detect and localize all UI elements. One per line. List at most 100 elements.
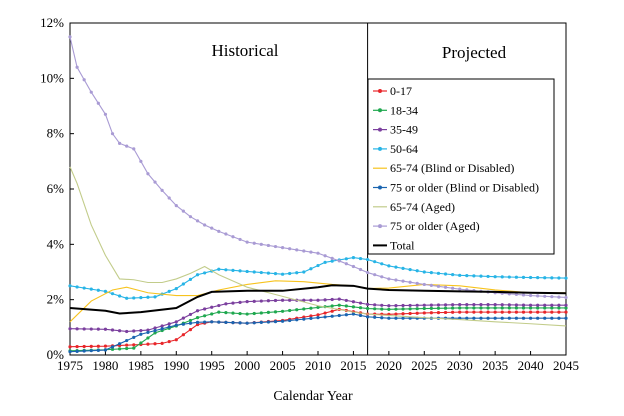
data-point <box>302 307 306 311</box>
data-point <box>337 297 341 301</box>
legend-marker <box>378 146 382 151</box>
data-point <box>344 313 348 317</box>
series-65-74-aged <box>69 166 567 327</box>
data-point <box>195 320 200 324</box>
data-point <box>429 283 433 287</box>
data-point <box>493 310 497 314</box>
data-point <box>550 303 554 307</box>
data-point <box>366 315 370 319</box>
data-point <box>387 304 391 308</box>
data-point <box>543 303 547 307</box>
data-point <box>536 310 540 314</box>
data-point <box>188 318 193 323</box>
data-point <box>401 303 405 308</box>
legend-item-50-64: 50-64 <box>373 142 418 156</box>
data-point <box>96 288 100 292</box>
data-point <box>75 327 79 331</box>
data-point <box>103 289 108 293</box>
data-point <box>507 306 511 310</box>
data-point <box>337 313 341 318</box>
data-point <box>451 273 455 277</box>
legend-label: 75 or older (Aged) <box>390 219 480 233</box>
data-point <box>302 270 306 274</box>
data-point <box>146 295 150 299</box>
series-35-49 <box>68 297 568 334</box>
data-point <box>408 303 412 308</box>
data-point <box>521 310 526 314</box>
data-point <box>295 271 299 275</box>
data-point <box>543 310 547 314</box>
data-point <box>486 303 490 307</box>
data-point <box>188 215 193 219</box>
data-point <box>210 305 214 309</box>
data-point <box>316 251 320 255</box>
data-point <box>181 209 185 213</box>
data-point <box>309 250 313 254</box>
data-point <box>224 232 228 236</box>
data-point <box>351 264 356 269</box>
data-point <box>139 341 143 345</box>
data-point <box>323 298 327 302</box>
series-lines <box>68 35 568 354</box>
data-point <box>288 271 292 276</box>
series-line <box>69 280 566 323</box>
legend-item-65-74-blind-or-disabled: 65-74 (Blind or Disabled) <box>373 161 514 175</box>
data-point <box>373 273 377 277</box>
data-point <box>479 306 483 310</box>
data-point <box>125 296 129 300</box>
data-point <box>436 271 441 275</box>
data-point <box>543 306 547 310</box>
data-point <box>536 306 540 310</box>
data-point <box>528 275 533 280</box>
data-point <box>543 294 547 298</box>
series-75-or-older-aged <box>68 35 568 300</box>
data-point <box>217 310 221 314</box>
data-point <box>273 244 278 249</box>
data-point <box>309 306 313 310</box>
data-point <box>273 298 278 303</box>
data-point <box>465 316 469 320</box>
data-point <box>429 303 433 307</box>
y-tick-label: 6% <box>47 181 65 196</box>
data-point <box>458 273 462 277</box>
data-point <box>295 318 299 322</box>
data-point <box>521 293 526 297</box>
legend-item-35-49: 35-49 <box>373 123 418 137</box>
data-point <box>323 260 327 264</box>
legend-item-65-74-aged: 65-74 (Aged) <box>373 200 455 214</box>
data-point <box>125 329 129 334</box>
data-point <box>288 298 292 302</box>
data-point <box>422 306 426 311</box>
data-point <box>181 322 185 326</box>
data-point <box>387 307 391 311</box>
legend-label: Total <box>390 238 415 252</box>
data-point <box>132 343 136 347</box>
data-point <box>394 265 398 269</box>
data-point <box>528 306 533 310</box>
data-point <box>536 276 540 280</box>
y-tick-label: 8% <box>47 126 65 141</box>
legend-label: 18-34 <box>390 103 418 117</box>
data-point <box>195 322 200 327</box>
y-tick-label: 0% <box>47 347 65 362</box>
data-point <box>507 316 511 320</box>
data-point <box>493 306 497 310</box>
data-point <box>125 338 129 343</box>
data-point <box>146 336 150 340</box>
data-point <box>82 286 86 290</box>
data-point <box>408 307 412 311</box>
data-point <box>259 242 263 246</box>
data-point <box>167 289 171 293</box>
data-point <box>514 310 519 314</box>
data-point <box>68 350 72 354</box>
data-point <box>564 276 568 280</box>
data-point <box>436 306 441 310</box>
data-point <box>550 295 554 299</box>
legend-marker <box>378 89 382 93</box>
data-point <box>238 237 242 242</box>
data-point <box>380 307 384 311</box>
data-point <box>337 259 341 263</box>
data-point <box>465 274 469 278</box>
data-point <box>394 304 398 308</box>
data-point <box>118 342 122 346</box>
